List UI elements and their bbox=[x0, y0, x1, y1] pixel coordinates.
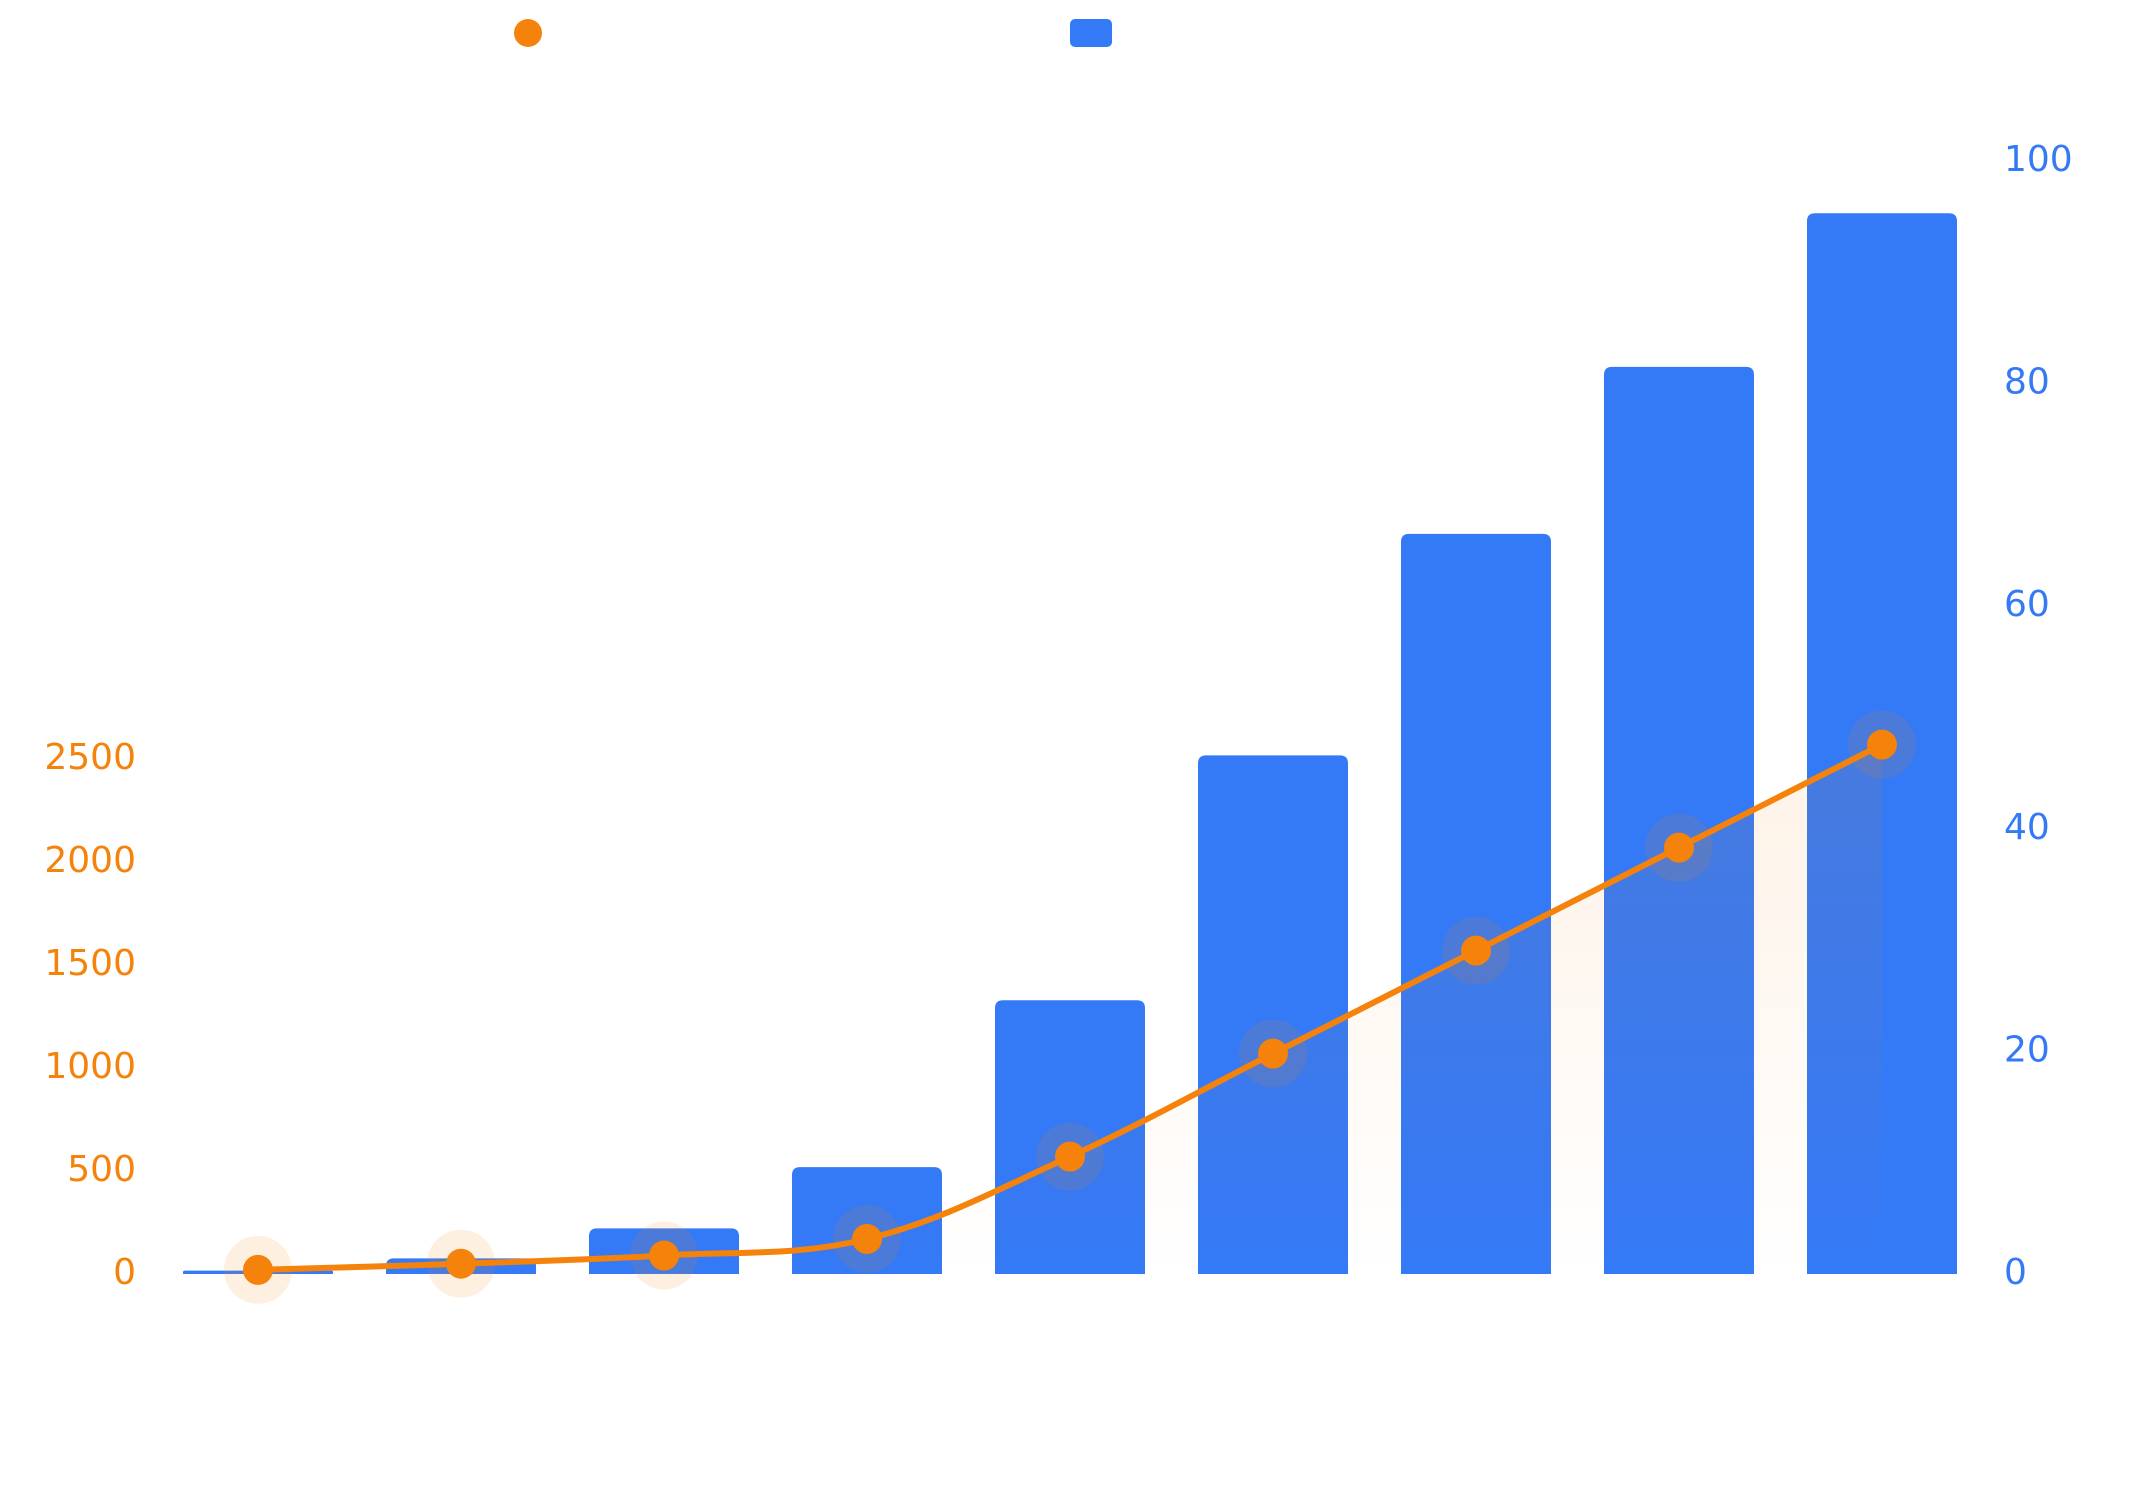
left-tick-label: 1500 bbox=[44, 943, 136, 984]
right-tick-label: 100 bbox=[2004, 139, 2073, 180]
left-tick-label: 0 bbox=[113, 1252, 136, 1293]
line-point bbox=[649, 1240, 679, 1271]
line-point bbox=[1055, 1141, 1085, 1172]
line-series bbox=[224, 710, 1916, 1304]
legend bbox=[514, 19, 1112, 47]
right-axis: 0 20 40 60 80 100 bbox=[2004, 139, 2073, 1293]
line-point bbox=[1664, 832, 1694, 863]
line-point bbox=[1258, 1038, 1288, 1069]
legend-bar-marker bbox=[1070, 19, 1112, 47]
legend-line-marker bbox=[514, 19, 542, 47]
left-tick-label: 1000 bbox=[44, 1046, 136, 1087]
line-area bbox=[258, 744, 1882, 1274]
line-point bbox=[1461, 935, 1491, 966]
right-tick-label: 0 bbox=[2004, 1252, 2027, 1293]
line-point bbox=[446, 1248, 476, 1279]
right-tick-label: 60 bbox=[2004, 584, 2050, 625]
left-axis: 0 500 1000 1500 2000 2500 bbox=[44, 737, 136, 1293]
line-point bbox=[852, 1223, 882, 1254]
right-tick-label: 20 bbox=[2004, 1029, 2050, 1070]
right-tick-label: 80 bbox=[2004, 362, 2050, 403]
left-tick-label: 2000 bbox=[44, 840, 136, 881]
right-tick-label: 40 bbox=[2004, 807, 2050, 848]
line-point bbox=[243, 1254, 273, 1285]
line-point bbox=[1867, 729, 1897, 760]
left-tick-label: 2500 bbox=[44, 737, 136, 778]
left-tick-label: 500 bbox=[67, 1149, 136, 1190]
